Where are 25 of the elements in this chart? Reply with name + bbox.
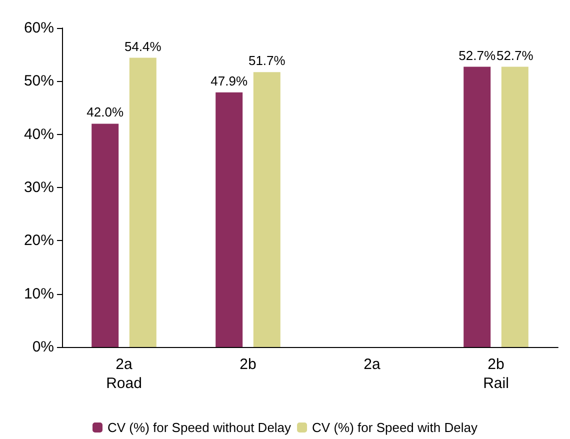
x-tick-label: 2b Rail xyxy=(483,356,509,392)
x-tick-label: 2b xyxy=(240,356,256,373)
y-tick-label: 20% xyxy=(24,232,54,250)
bar xyxy=(464,66,491,347)
data-label: 52.7% xyxy=(496,48,534,63)
x-tick-label: 2a Road xyxy=(106,356,142,392)
legend-label: CV (%) for Speed with Delay xyxy=(312,420,478,435)
y-tick-label: 50% xyxy=(24,72,54,90)
bar xyxy=(216,92,243,347)
y-tick-label: 0% xyxy=(32,338,54,356)
y-tick-label: 60% xyxy=(24,20,54,36)
bar xyxy=(253,72,280,347)
y-tick-label: 40% xyxy=(24,126,54,143)
bar xyxy=(501,66,528,347)
bar xyxy=(129,58,156,347)
legend-label: CV (%) for Speed without Delay xyxy=(108,420,292,435)
x-tick-label: 2a xyxy=(364,356,381,373)
data-label: 51.7% xyxy=(248,53,286,68)
data-label: 47.9% xyxy=(210,73,248,88)
data-label: 54.4% xyxy=(124,38,162,54)
bar xyxy=(92,124,119,347)
data-label: 42.0% xyxy=(86,104,124,120)
y-tick-label: 30% xyxy=(24,179,54,196)
data-label: 52.7% xyxy=(458,48,496,63)
y-tick-label: 10% xyxy=(24,285,54,302)
